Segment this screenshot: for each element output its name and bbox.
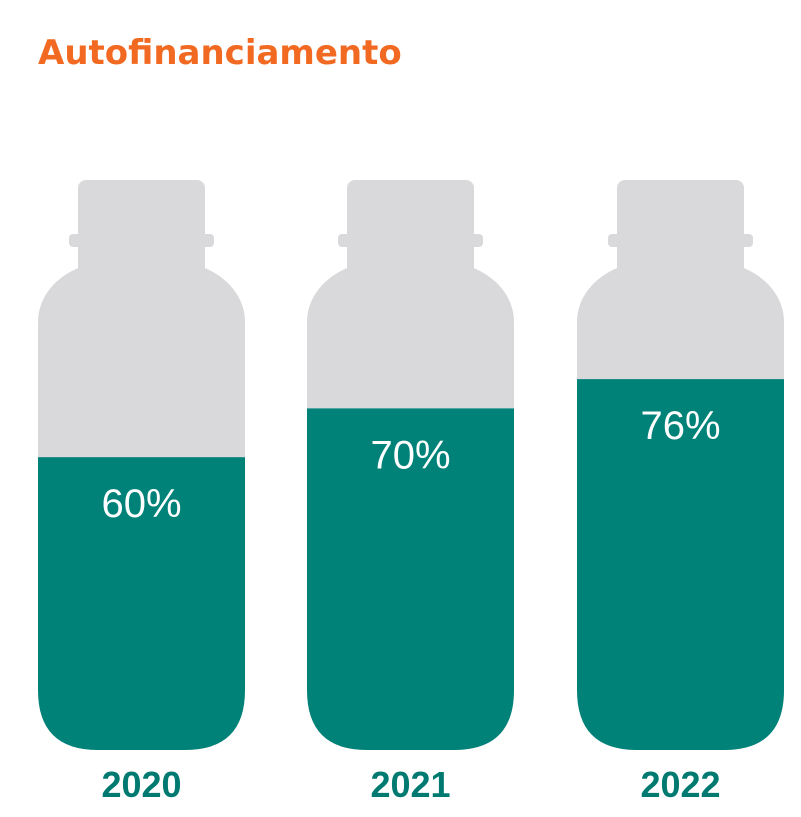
year-label-2022: 2022 xyxy=(640,764,720,805)
value-label-2021: 70% xyxy=(370,433,450,477)
bottle-collar xyxy=(608,234,753,247)
bottle-fill-2021 xyxy=(307,408,514,750)
bottle-collar xyxy=(338,234,483,247)
bottle-fill-2022 xyxy=(577,379,784,750)
bottle-cap xyxy=(617,180,744,242)
chart-title: Autofinanciamento xyxy=(38,33,402,73)
bottle-cap xyxy=(347,180,474,242)
value-label-2022: 76% xyxy=(640,404,720,448)
year-label-2020: 2020 xyxy=(101,764,181,805)
bottles-group: 60% 2020 70% 2021 76% 2022 xyxy=(38,180,784,805)
value-label-2020: 60% xyxy=(101,482,181,526)
bottle-2022: 76% 2022 xyxy=(577,180,784,805)
bottle-fill-2020 xyxy=(38,457,245,750)
bottle-2020: 60% 2020 xyxy=(38,180,245,805)
bottle-collar xyxy=(69,234,214,247)
bottle-2021: 70% 2021 xyxy=(307,180,514,805)
year-label-2021: 2021 xyxy=(370,764,450,805)
bottle-cap xyxy=(78,180,205,242)
